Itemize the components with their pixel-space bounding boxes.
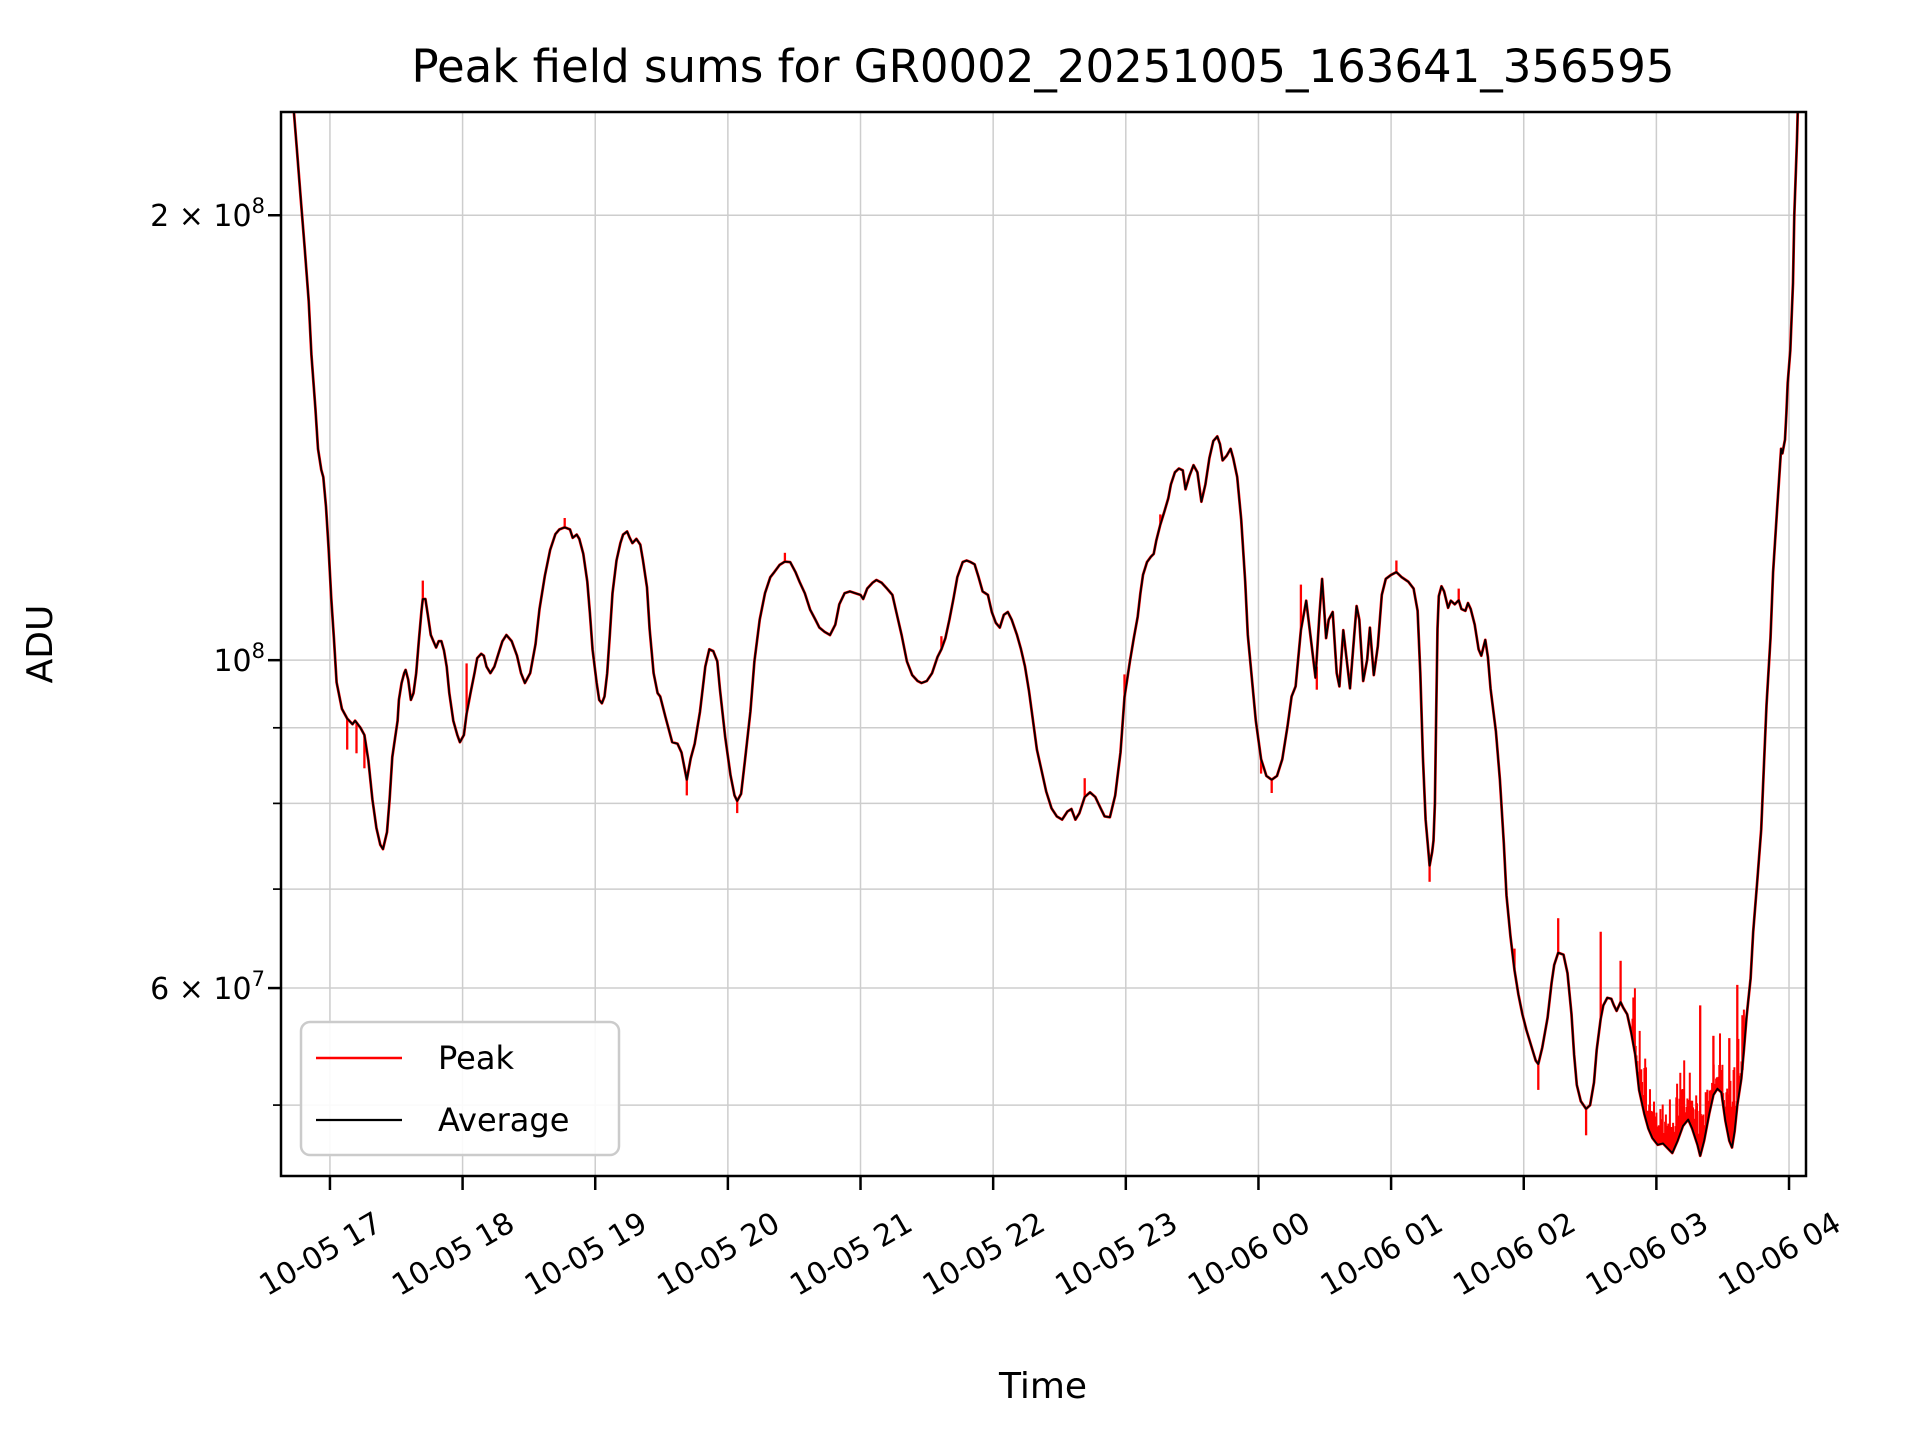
- y-tick-label: 108: [213, 639, 265, 679]
- x-tick-label: 10-05 19: [519, 1206, 653, 1304]
- chart-title: Peak field sums for GR0002_20251005_1636…: [411, 40, 1674, 93]
- x-tick-label: 10-06 03: [1580, 1206, 1714, 1304]
- peak-series-line: [292, 112, 1800, 1158]
- y-tick-label: 2 × 108: [150, 194, 265, 234]
- x-tick-label: 10-05 23: [1049, 1206, 1183, 1304]
- x-tick-label: 10-06 00: [1182, 1206, 1316, 1304]
- x-tick-label: 10-05 18: [386, 1206, 520, 1304]
- x-tick-label: 10-06 01: [1315, 1206, 1449, 1304]
- average-series-line: [292, 112, 1799, 1157]
- x-tick-label: 10-05 20: [652, 1206, 786, 1304]
- y-tick-label: 6 × 107: [150, 967, 265, 1007]
- x-tick-label: 10-05 21: [784, 1206, 918, 1304]
- series-group: [292, 112, 1800, 1158]
- legend-box: [299, 1020, 621, 1157]
- x-tick-label: 10-05 17: [254, 1206, 388, 1304]
- legend-label-peak: Peak: [438, 1039, 514, 1077]
- x-axis-label: Time: [998, 1366, 1087, 1407]
- peak-spikes: [346, 514, 1744, 1156]
- legend-label-average: Average: [438, 1101, 569, 1139]
- legend: Peak Average: [299, 1020, 621, 1157]
- x-tick-label: 10-06 04: [1713, 1206, 1847, 1304]
- gridlines: [281, 112, 1806, 1176]
- tick-marks: [268, 213, 1791, 1190]
- plot-spines: [279, 110, 1808, 1178]
- x-tick-label: 10-06 02: [1447, 1206, 1581, 1304]
- y-axis-label: ADU: [20, 605, 61, 684]
- x-tick-label: 10-05 22: [917, 1206, 1051, 1304]
